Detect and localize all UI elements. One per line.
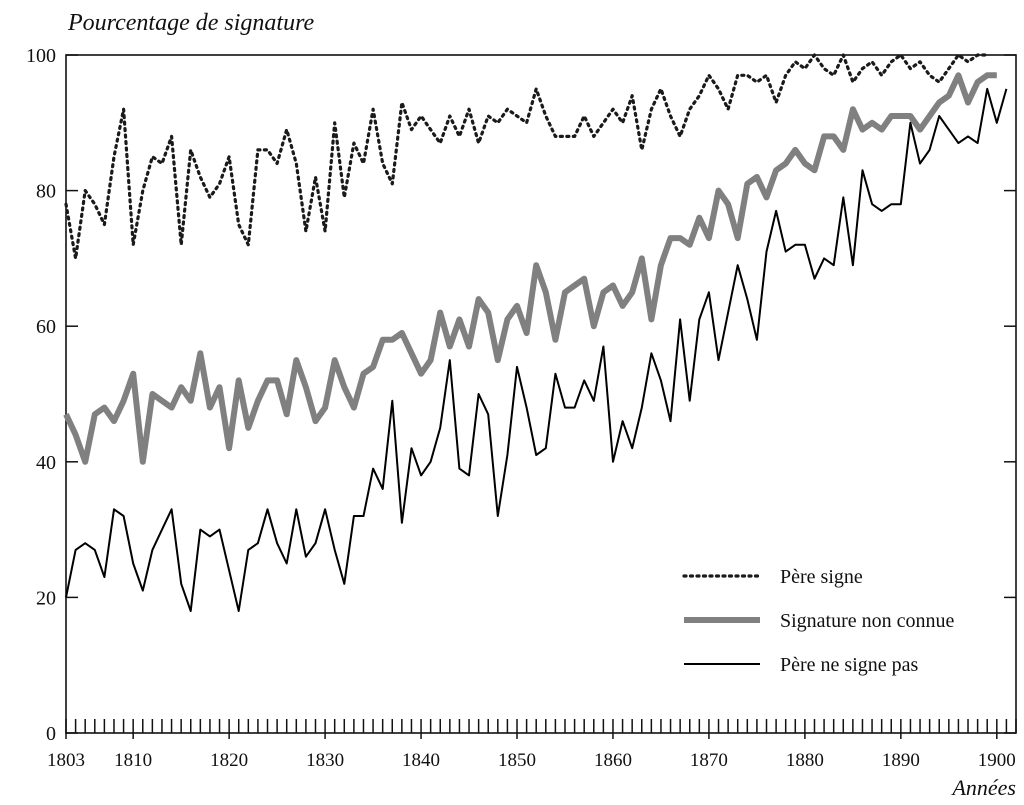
plot-frame <box>65 54 1017 734</box>
x-tick-label: 1880 <box>786 750 824 771</box>
x-tick-label: 1900 <box>978 750 1016 771</box>
series-line-2 <box>63 72 997 465</box>
x-tick-label: 1850 <box>498 750 536 771</box>
legend-label-1: Père signe <box>780 566 863 588</box>
x-axis-label: Années <box>952 775 1016 800</box>
x-tick-label: 1870 <box>690 750 728 771</box>
x-tick-label: 1860 <box>594 750 632 771</box>
x-tick-label: 1830 <box>306 750 344 771</box>
x-tick-label: 1890 <box>882 750 920 771</box>
x-tick-label: 1840 <box>402 750 440 771</box>
legend-label-3: Père ne signe pas <box>780 654 919 676</box>
chart-title: Pourcentage de signature <box>68 10 315 36</box>
y-tick-label: 20 <box>36 587 56 609</box>
series-line-1 <box>64 53 989 260</box>
y-tick-label: 60 <box>36 316 56 338</box>
x-tick-label: 1803 <box>47 750 85 771</box>
y-tick-label: 0 <box>46 723 56 745</box>
legend-label-2: Signature non connue <box>780 610 955 632</box>
x-tick-label: 1810 <box>114 750 152 771</box>
y-tick-label: 40 <box>36 452 56 474</box>
x-tick-label: 1820 <box>210 750 248 771</box>
y-tick-label: 80 <box>36 181 56 203</box>
y-tick-label: 100 <box>26 45 56 67</box>
series-line-3 <box>65 87 1008 612</box>
